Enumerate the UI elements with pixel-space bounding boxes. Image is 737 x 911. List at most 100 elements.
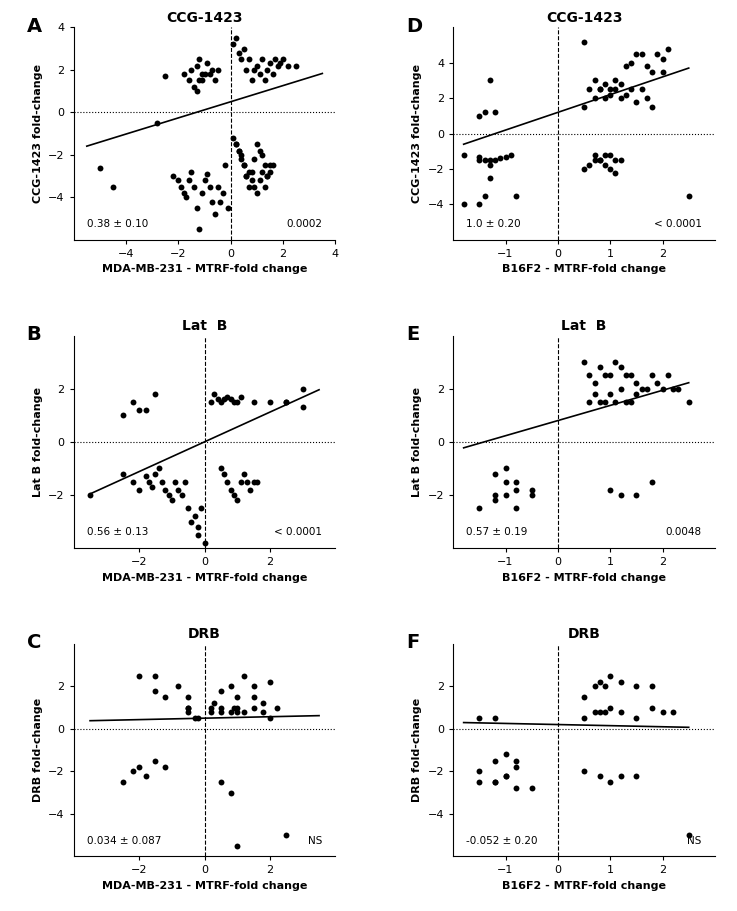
Point [594,394,606,409]
Point [238,669,250,683]
Point [641,59,653,74]
Point [589,679,601,693]
Point [228,487,240,502]
Point [201,167,213,181]
Point [473,153,485,168]
Point [248,475,259,489]
Point [241,475,253,489]
Point [243,165,255,179]
Text: 0.0002: 0.0002 [287,220,322,230]
Point [297,382,309,396]
Point [172,483,184,497]
Point [223,200,234,215]
Point [192,527,204,542]
Point [479,189,491,203]
Point [189,711,200,725]
Text: B: B [27,325,41,344]
Point [259,73,270,87]
Point [615,768,626,783]
Text: < 0.0001: < 0.0001 [654,220,702,230]
Point [489,753,501,768]
Point [275,56,287,71]
Point [196,186,208,200]
Point [191,200,203,215]
Point [630,46,642,61]
Point [584,82,595,97]
Point [489,466,501,481]
Point [594,360,606,374]
Point [604,87,616,102]
Point [205,701,217,715]
Point [117,774,129,789]
Point [630,768,642,783]
Point [578,99,590,114]
Point [641,382,653,396]
Point [192,711,204,725]
Point [489,487,501,502]
Point [630,386,642,401]
Point [235,148,247,162]
Point [233,143,245,158]
Point [473,149,485,164]
Point [281,828,293,843]
Point [215,704,227,719]
Point [594,704,606,719]
Point [231,493,243,507]
Point [525,781,537,795]
Point [254,143,265,158]
Point [206,63,218,77]
Point [133,403,145,417]
Point [604,386,616,401]
Title: DRB: DRB [188,627,221,641]
Text: 1.0 ± 0.20: 1.0 ± 0.20 [467,220,521,230]
Point [256,148,268,162]
Point [609,82,621,97]
Point [212,179,223,194]
Text: 0.56 ± 0.13: 0.56 ± 0.13 [87,527,148,537]
Point [500,475,511,489]
Point [175,179,187,194]
Point [238,466,250,481]
Point [682,394,694,409]
Point [589,148,601,162]
Point [231,701,243,715]
Point [159,760,171,774]
Point [269,52,281,67]
Y-axis label: CCG-1423 fold-change: CCG-1423 fold-change [32,64,43,203]
X-axis label: MDA-MB-231 - MTRF-fold change: MDA-MB-231 - MTRF-fold change [102,881,307,891]
Point [479,105,491,119]
Point [251,186,263,200]
Point [186,514,198,528]
Point [153,461,164,476]
Point [209,386,220,401]
Point [578,355,590,370]
Point [192,519,204,534]
Point [193,222,205,237]
Point [186,165,198,179]
Point [186,63,198,77]
Point [225,392,237,406]
Point [182,701,194,715]
Point [209,207,221,221]
Point [584,394,595,409]
Point [225,483,237,497]
Point [143,475,155,489]
Point [238,704,250,719]
Point [127,764,139,779]
Point [264,675,276,690]
Point [231,690,243,704]
Point [204,179,216,194]
Point [248,701,259,715]
Point [212,392,223,406]
Point [589,73,601,87]
Point [191,58,203,73]
Point [489,774,501,789]
Point [615,487,626,502]
Point [646,701,658,715]
Point [620,87,632,102]
Point [652,376,663,391]
Point [222,389,234,404]
Point [500,149,511,164]
Point [281,394,293,409]
Point [272,58,284,73]
